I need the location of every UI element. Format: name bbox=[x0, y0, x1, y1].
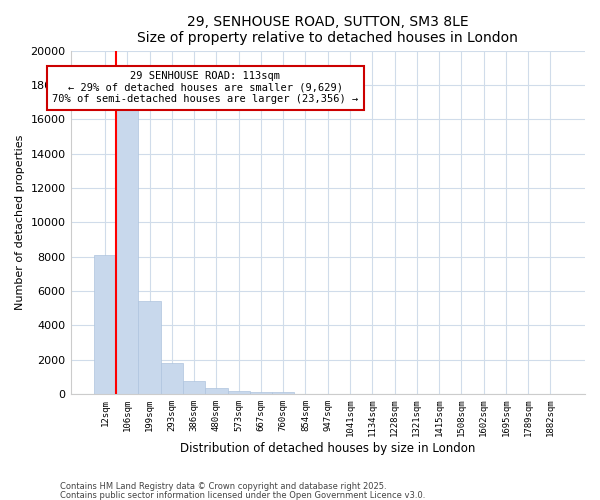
Bar bbox=[205, 388, 227, 394]
Text: Contains public sector information licensed under the Open Government Licence v3: Contains public sector information licen… bbox=[60, 490, 425, 500]
Y-axis label: Number of detached properties: Number of detached properties bbox=[15, 134, 25, 310]
Bar bbox=[139, 301, 161, 394]
Bar bbox=[116, 107, 139, 394]
X-axis label: Distribution of detached houses by size in London: Distribution of detached houses by size … bbox=[180, 442, 475, 455]
Bar bbox=[183, 381, 205, 394]
Bar bbox=[272, 392, 295, 394]
Text: 29 SENHOUSE ROAD: 113sqm
← 29% of detached houses are smaller (9,629)
70% of sem: 29 SENHOUSE ROAD: 113sqm ← 29% of detach… bbox=[52, 71, 358, 104]
Bar bbox=[250, 392, 272, 394]
Text: Contains HM Land Registry data © Crown copyright and database right 2025.: Contains HM Land Registry data © Crown c… bbox=[60, 482, 386, 491]
Bar bbox=[227, 390, 250, 394]
Title: 29, SENHOUSE ROAD, SUTTON, SM3 8LE
Size of property relative to detached houses : 29, SENHOUSE ROAD, SUTTON, SM3 8LE Size … bbox=[137, 15, 518, 45]
Bar bbox=[161, 363, 183, 394]
Bar bbox=[94, 255, 116, 394]
